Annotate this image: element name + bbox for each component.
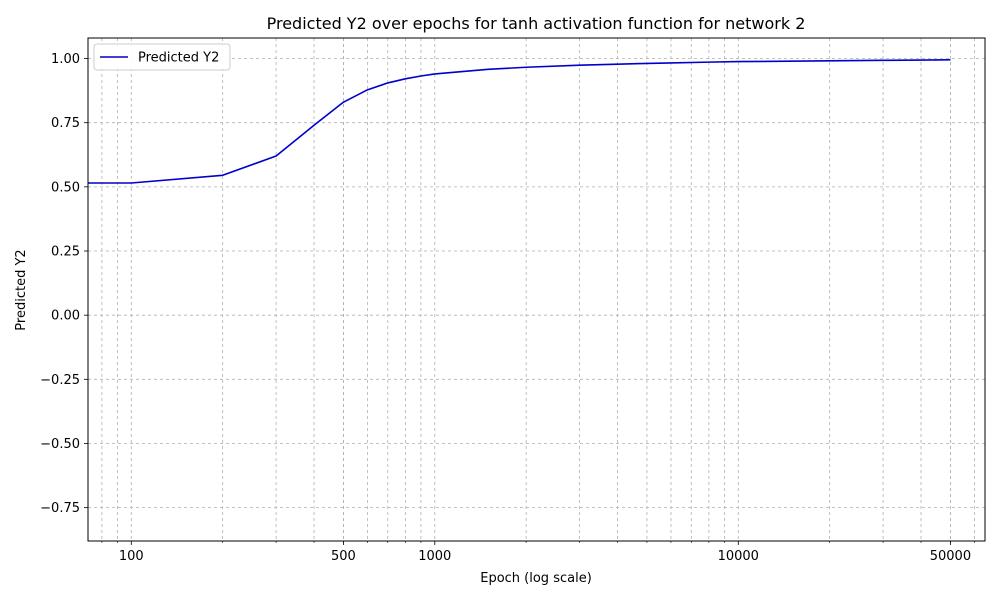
y-tick-label: −0.75: [40, 501, 80, 516]
legend-box: [93, 43, 231, 71]
y-axis: −0.75 −0.50 −0.25 0.00 0.25 0.50 0.75 1.00: [40, 52, 88, 516]
series-line: [88, 59, 951, 184]
y-axis-label: Predicted Y2: [14, 249, 29, 330]
plot-frame: [87, 37, 986, 542]
y-tick-label: −0.50: [40, 437, 80, 452]
x-tick-label: 10000: [718, 549, 759, 564]
series-layer: [88, 59, 951, 184]
x-tick-label: 500: [331, 549, 356, 564]
x-tick-label: 50000: [930, 549, 971, 564]
y-tick-label: −0.25: [40, 373, 80, 388]
y-tick-label: 0.50: [51, 180, 80, 195]
y-tick-label: 0.25: [51, 245, 80, 260]
y-tick-label: 1.00: [51, 52, 80, 67]
y-tick-label: 0.00: [51, 309, 80, 324]
x-axis-label: Epoch (log scale): [480, 571, 592, 586]
y-tick-label: 0.75: [51, 116, 80, 131]
x-tick-label: 1000: [418, 549, 451, 564]
x-axis: 100 500 1000 10000 50000: [101, 541, 975, 564]
legend-label: Predicted Y2: [138, 51, 219, 66]
x-tick-label: 100: [119, 549, 144, 564]
chart-title: Predicted Y2 over epochs for tanh activa…: [267, 14, 806, 33]
minor-grid: [101, 38, 975, 541]
legend: Predicted Y2: [93, 43, 231, 71]
